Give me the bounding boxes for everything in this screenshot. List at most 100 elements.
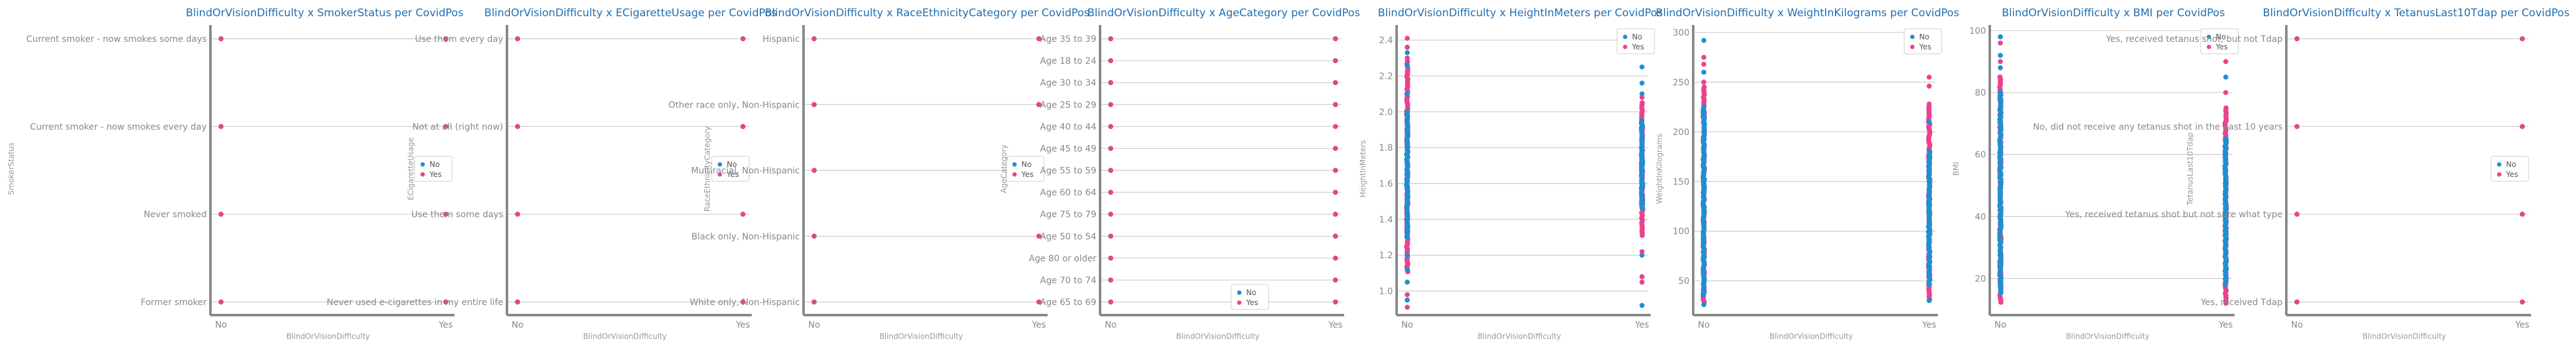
y-tick-label: Yes, received tetanus shot but not sure …: [2065, 210, 2283, 220]
legend-label: Yes: [1021, 170, 1033, 179]
y-tick-label: 20: [1975, 274, 1986, 284]
data-point-no: [1701, 69, 1706, 75]
x-tick-label: Yes: [1635, 320, 1649, 330]
chart-title: BlindOrVisionDifficulty x SmokerStatus p…: [186, 7, 464, 19]
legend-marker-no: [717, 162, 722, 167]
y-tick-label: Use them every day: [415, 34, 503, 44]
data-point-yes: [1333, 80, 1338, 86]
legend-label: Yes: [2505, 170, 2518, 179]
x-tick-label: No: [215, 320, 227, 330]
data-point-no: [1639, 303, 1644, 308]
data-point-yes: [1927, 101, 1932, 107]
y-axis-label: AgeCategory: [1000, 144, 1008, 193]
y-tick-label: Age 18 to 24: [1040, 56, 1096, 66]
data-point-no: [1701, 302, 1706, 308]
data-point-yes: [1036, 102, 1041, 108]
y-axis-label: SmokerStatus: [7, 143, 16, 195]
y-axis-label: TetanusLast10Tdap: [2186, 133, 2195, 206]
data-point-no: [1998, 34, 2003, 39]
legend-marker-yes: [1012, 172, 1017, 177]
data-point-no: [1639, 205, 1646, 211]
y-tick-label: 150: [1673, 177, 1689, 187]
data-point-yes: [1036, 299, 1041, 304]
legend-marker-no: [1012, 162, 1017, 167]
chart-title: BlindOrVisionDifficulty x TetanusLast10T…: [2263, 7, 2569, 19]
y-tick-label: Age 45 to 49: [1040, 144, 1096, 154]
y-tick-label: 80: [1975, 88, 1986, 98]
legend-label: Yes: [726, 170, 739, 179]
data-point-yes: [1108, 211, 1113, 217]
y-tick-label: Current smoker - now smokes every day: [30, 122, 207, 132]
data-point-yes: [1108, 255, 1113, 261]
legend-marker-no: [2497, 162, 2502, 167]
legend-marker-no: [420, 162, 425, 167]
chart-title: BlindOrVisionDifficulty x AgeCategory pe…: [1088, 7, 1360, 19]
data-point-yes: [740, 211, 745, 217]
x-axis-label: BlindOrVisionDifficulty: [1176, 332, 1260, 341]
data-point-yes: [1036, 233, 1041, 239]
data-point-no: [1700, 291, 1706, 298]
chart-title: BlindOrVisionDifficulty x ECigaretteUsag…: [484, 7, 777, 19]
data-point-yes: [1405, 304, 1410, 310]
y-tick-label: Age 25 to 29: [1040, 100, 1096, 110]
legend-label: No: [1021, 160, 1031, 169]
data-point-yes: [2294, 36, 2299, 41]
y-tick-label: Black only, Non-Hispanic: [692, 232, 800, 242]
data-point-yes: [1108, 277, 1113, 283]
data-point-yes: [1405, 36, 1410, 41]
legend-marker-yes: [717, 172, 722, 177]
data-point-yes: [443, 124, 448, 129]
x-tick-label: Yes: [1328, 320, 1343, 330]
data-point-no: [1701, 38, 1706, 43]
data-point-no: [1405, 50, 1410, 56]
legend-marker-yes: [2206, 44, 2211, 49]
y-tick-label: 2.0: [1379, 108, 1393, 118]
data-point-yes: [1639, 233, 1645, 238]
y-tick-label: 1.8: [1379, 143, 1393, 153]
x-axis-label: BlindOrVisionDifficulty: [880, 332, 963, 341]
legend-marker-no: [1623, 34, 1628, 39]
y-tick-label: White only, Non-Hispanic: [690, 298, 800, 308]
data-point-yes: [1333, 58, 1338, 64]
data-point-yes: [1333, 124, 1338, 129]
x-axis-label: BlindOrVisionDifficulty: [2066, 332, 2150, 341]
y-tick-label: Former smoker: [140, 298, 207, 308]
chart-title: BlindOrVisionDifficulty x BMI per CovidP…: [2002, 7, 2225, 19]
chart-panel-2: BlindOrVisionDifficulty x ECigaretteUsag…: [327, 7, 777, 341]
legend-marker-no: [1910, 34, 1915, 39]
y-tick-label: 1.4: [1379, 215, 1393, 225]
y-axis-label: RaceEthnicityCategory: [703, 126, 712, 212]
chart-panel-7: BlindOrVisionDifficulty x BMI per CovidP…: [1952, 7, 2239, 341]
y-tick-label: Not at all (right now): [413, 122, 503, 132]
data-point-no: [2223, 281, 2228, 287]
chart-panel-5: BlindOrVisionDifficulty x HeightInMeters…: [1359, 7, 1663, 341]
x-axis-label: BlindOrVisionDifficulty: [1478, 332, 1561, 341]
y-tick-label: 100: [1673, 227, 1689, 237]
data-point-yes: [1108, 58, 1113, 64]
data-point-yes: [1333, 189, 1338, 195]
data-point-no: [2223, 74, 2228, 80]
y-tick-label: 60: [1975, 150, 1986, 160]
y-tick-label: 2.2: [1379, 71, 1393, 81]
x-tick-label: Yes: [438, 320, 453, 330]
y-tick-label: Current smoker - now smokes some days: [26, 34, 207, 44]
data-point-no: [1927, 298, 1932, 303]
legend-label: No: [1246, 288, 1256, 297]
data-point-yes: [1333, 211, 1338, 217]
y-axis-label: BMI: [1952, 162, 1960, 176]
x-tick-label: No: [1994, 320, 2006, 330]
data-point-yes: [812, 36, 817, 41]
data-point-yes: [1405, 44, 1410, 50]
y-axis-label: ECigaretteUsage: [406, 138, 415, 201]
x-tick-label: No: [808, 320, 820, 330]
y-tick-label: Yes, received Tdap: [2200, 298, 2283, 308]
data-point-yes: [219, 211, 224, 217]
legend-marker-yes: [420, 172, 425, 177]
data-point-no: [1998, 65, 2003, 71]
y-tick-label: Age 60 to 64: [1040, 188, 1096, 198]
chart-title: BlindOrVisionDifficulty x RaceEthnicityC…: [765, 7, 1089, 19]
